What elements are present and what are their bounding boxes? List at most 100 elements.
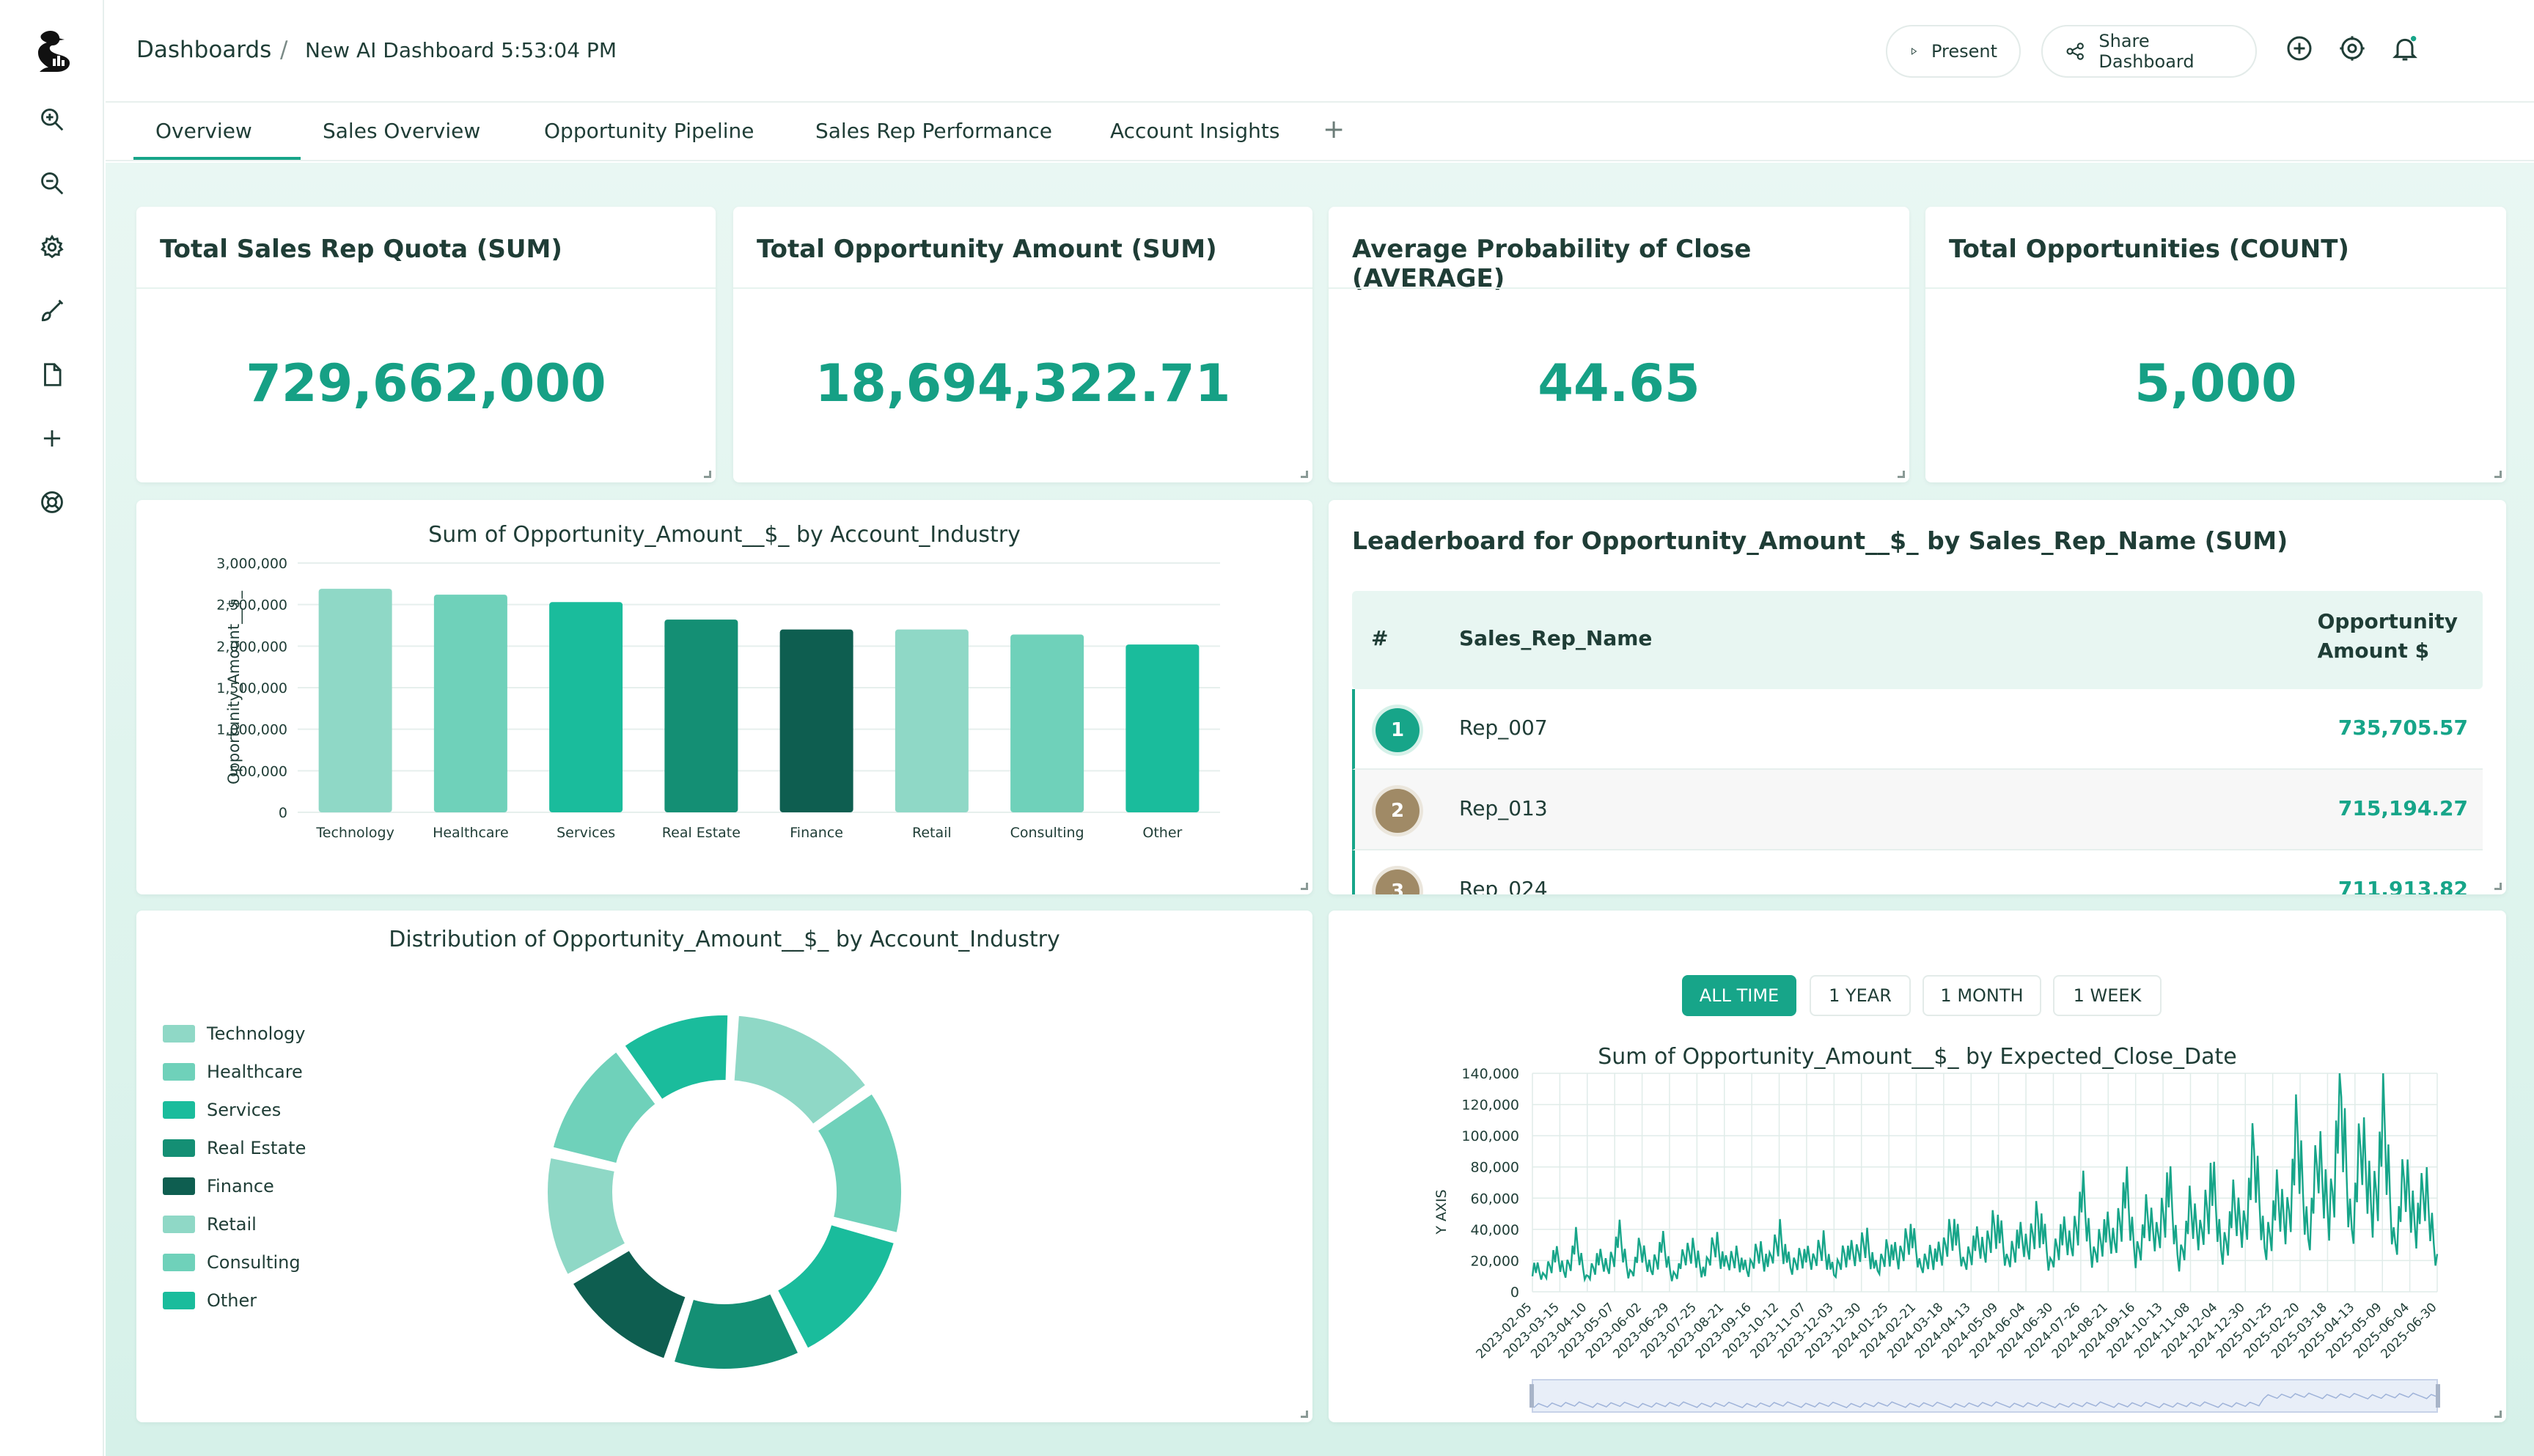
slider-handle-right[interactable] — [2436, 1384, 2440, 1408]
legend-label: Services — [207, 1100, 282, 1120]
bar[interactable] — [549, 602, 623, 812]
kpi-title: Average Probability of Close (AVERAGE) — [1352, 235, 1752, 293]
resize-handle[interactable] — [1301, 883, 1308, 890]
tab-sales-overview[interactable]: Sales Overview — [323, 119, 481, 143]
kpi-value: 5,000 — [2134, 353, 2297, 413]
bar[interactable] — [318, 589, 392, 812]
donut-chart-title: Distribution of Opportunity_Amount__$_ b… — [389, 927, 1060, 952]
kpi-card-opportunity-amount[interactable]: Total Opportunity Amount (SUM) 18,694,32… — [733, 207, 1312, 482]
tab-account-insights[interactable]: Account Insights — [1110, 119, 1280, 143]
document-icon[interactable] — [35, 358, 69, 391]
resize-handle[interactable] — [1898, 471, 1905, 478]
donut-slice[interactable] — [543, 1153, 630, 1279]
add-circle-icon[interactable] — [2285, 34, 2314, 63]
leaderboard-row[interactable]: 1 Rep_007 735,705.57 — [1352, 689, 2483, 770]
donut-slice[interactable] — [812, 1089, 906, 1238]
plus-icon[interactable] — [35, 422, 69, 455]
resize-handle[interactable] — [2494, 883, 2502, 890]
share-dashboard-button[interactable]: Share Dashboard — [2041, 25, 2257, 78]
donut-chart-card[interactable]: Distribution of Opportunity_Amount__$_ b… — [136, 911, 1312, 1422]
bar[interactable] — [779, 629, 853, 812]
kpi-value: 729,662,000 — [246, 353, 606, 413]
slider-preview-line — [1533, 1392, 2436, 1408]
legend-item[interactable]: Healthcare — [163, 1059, 303, 1085]
bar[interactable] — [433, 595, 507, 812]
bar[interactable] — [895, 629, 969, 812]
donut-slice[interactable] — [568, 1246, 691, 1364]
share-label: Share Dashboard — [2098, 31, 2195, 72]
breadcrumb-dashboards[interactable]: Dashboards — [136, 37, 272, 63]
x-tick-label: Real Estate — [662, 825, 741, 841]
leaderboard-card[interactable]: Leaderboard for Opportunity_Amount__$_ b… — [1329, 500, 2506, 894]
pelican-logo[interactable] — [31, 28, 75, 75]
add-tab-button[interactable]: + — [1323, 114, 1345, 144]
legend-label: Healthcare — [207, 1062, 303, 1082]
donut-slice[interactable] — [730, 1011, 871, 1129]
amount-column-header[interactable]: Opportunity Amount $ — [2318, 607, 2458, 666]
range-1-year-button[interactable]: 1 YEAR — [1810, 975, 1911, 1016]
resize-handle[interactable] — [2494, 1411, 2502, 1418]
legend-item[interactable]: Retail — [163, 1211, 257, 1238]
slider-handle-left[interactable] — [1529, 1384, 1534, 1408]
resize-handle[interactable] — [1301, 1411, 1308, 1418]
bell-icon[interactable] — [2390, 34, 2420, 63]
present-button[interactable]: Present — [1886, 25, 2021, 78]
rep-amount: 715,194.27 — [2337, 796, 2468, 820]
legend-item[interactable]: Real Estate — [163, 1135, 306, 1161]
kpi-card-count[interactable]: Total Opportunities (COUNT) 5,000 — [1925, 207, 2506, 482]
bar-chart: 0 500,000 1,000,000 1,500,000 2,000,000 2,500… — [216, 556, 1220, 841]
range-1-month-button[interactable]: 1 MONTH — [1922, 975, 2041, 1016]
resize-handle[interactable] — [1301, 471, 1308, 478]
kpi-card-quota[interactable]: Total Sales Rep Quota (SUM) 729,662,000 — [136, 207, 716, 482]
present-label: Present — [1931, 41, 1997, 62]
legend-item[interactable]: Finance — [163, 1173, 274, 1199]
legend-item[interactable]: Consulting — [163, 1249, 301, 1276]
bar[interactable] — [1010, 634, 1084, 812]
leaderboard-row[interactable]: 3 Rep_024 711,913.82 — [1352, 850, 2483, 894]
settings-icon[interactable] — [35, 230, 69, 264]
dashboard-canvas: Total Sales Rep Quota (SUM) 729,662,000 … — [106, 163, 2534, 1456]
y-axis-label: Opportunity_Amount__$_ — [225, 591, 243, 784]
donut-slice[interactable] — [620, 1011, 732, 1104]
help-icon[interactable] — [35, 485, 69, 519]
donut-slice[interactable] — [773, 1220, 899, 1353]
kpi-card-probability[interactable]: Average Probability of Close (AVERAGE) 4… — [1329, 207, 1909, 482]
y-tick-label: 2,500,000 — [216, 598, 287, 614]
x-tick-label: Services — [557, 825, 615, 841]
bar[interactable] — [664, 619, 738, 812]
tab-overview[interactable]: Overview — [155, 119, 252, 143]
gear-icon[interactable] — [2337, 34, 2367, 63]
share-icon — [2066, 43, 2084, 60]
divider — [733, 287, 1312, 289]
bar[interactable] — [1125, 644, 1200, 812]
y-tick-label: 2,000,000 — [216, 639, 287, 655]
donut-slice[interactable] — [669, 1289, 803, 1373]
y-tick-label: 0 — [279, 805, 287, 821]
y-tick-label: 100,000 — [1461, 1128, 1519, 1144]
range-1-week-button[interactable]: 1 WEEK — [2053, 975, 2162, 1016]
timeseries-chart-card[interactable]: ALL TIME 1 YEAR 1 MONTH 1 WEEK Sum of Op… — [1329, 911, 2506, 1422]
y-tick-label: 60,000 — [1471, 1191, 1519, 1207]
legend-item[interactable]: Technology — [163, 1021, 305, 1047]
resize-handle[interactable] — [2494, 471, 2502, 478]
dashboard-title[interactable]: New AI Dashboard 5:53:04 PM — [305, 38, 617, 62]
resize-handle[interactable] — [704, 471, 711, 478]
x-tick-label: Retail — [912, 825, 952, 841]
bar-chart-card[interactable]: Sum of Opportunity_Amount__$_ by Account… — [136, 500, 1312, 894]
legend-swatch — [163, 1292, 195, 1309]
y-tick-label: 1,000,000 — [216, 722, 287, 738]
tab-opportunity-pipeline[interactable]: Opportunity Pipeline — [544, 119, 754, 143]
range-all-time-button[interactable]: ALL TIME — [1682, 975, 1796, 1016]
leaderboard-row[interactable]: 2 Rep_013 715,194.27 — [1352, 770, 2483, 850]
name-column-header[interactable]: Sales_Rep_Name — [1459, 626, 1653, 650]
rep-amount: 711,913.82 — [2337, 877, 2468, 894]
tab-sales-rep-performance[interactable]: Sales Rep Performance — [815, 119, 1052, 143]
y-tick-label: 500,000 — [229, 763, 287, 779]
donut-chart — [543, 1011, 906, 1373]
donut-slice[interactable] — [548, 1047, 661, 1168]
legend-item[interactable]: Other — [163, 1287, 257, 1314]
zoom-in-icon[interactable] — [35, 103, 69, 136]
legend-item[interactable]: Services — [163, 1097, 281, 1123]
zoom-out-icon[interactable] — [35, 166, 69, 200]
brush-icon[interactable] — [35, 294, 69, 328]
